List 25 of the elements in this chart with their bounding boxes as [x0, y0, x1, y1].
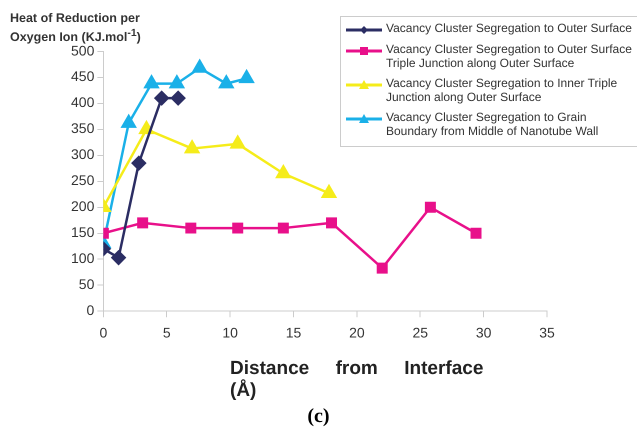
y-tick-label: 250 [71, 172, 95, 188]
x-tick-label: 25 [412, 324, 428, 340]
x-tick-label: 15 [286, 324, 302, 340]
legend-label: Vacancy Cluster Segregation to Outer Surface Triple Junction along Outer Surface [386, 42, 633, 70]
x-axis-title: Distance from Interface (Å) [230, 358, 484, 402]
x-tick-label: 0 [99, 324, 108, 340]
x-tick-label: 10 [222, 324, 238, 340]
y-tick-label: 400 [71, 94, 95, 110]
legend-label: Vacancy Cluster Segregation to Grain Boundary from Middle of Nanotube Wall [386, 110, 600, 138]
y-tick-label: 150 [71, 224, 95, 240]
legend-label: Vacancy Cluster Segregation to Inner Triple Junction along Outer Surface [386, 76, 618, 104]
y-tick-label: 200 [71, 198, 95, 214]
x-tick-label: 5 [162, 324, 171, 340]
x-tick-label: 35 [539, 324, 555, 340]
y-tick-label: 0 [86, 302, 95, 318]
x-tick-label: 30 [476, 324, 492, 340]
text: (c) [306, 405, 331, 428]
y-tick-label: 50 [78, 276, 95, 292]
y-axis-title: Heat of Reduction per Oxygen Ion (KJ.mol$^{-1}$) [10, 11, 142, 46]
y-tick-label: 100 [71, 250, 95, 266]
legend-label: Vacancy Cluster Segregation to Outer Surface [386, 21, 632, 35]
y-tick-label: 300 [71, 146, 95, 162]
x-tick-label: 20 [349, 324, 365, 340]
y-tick-label: 350 [71, 120, 95, 136]
y-tick-label: 450 [71, 68, 95, 84]
